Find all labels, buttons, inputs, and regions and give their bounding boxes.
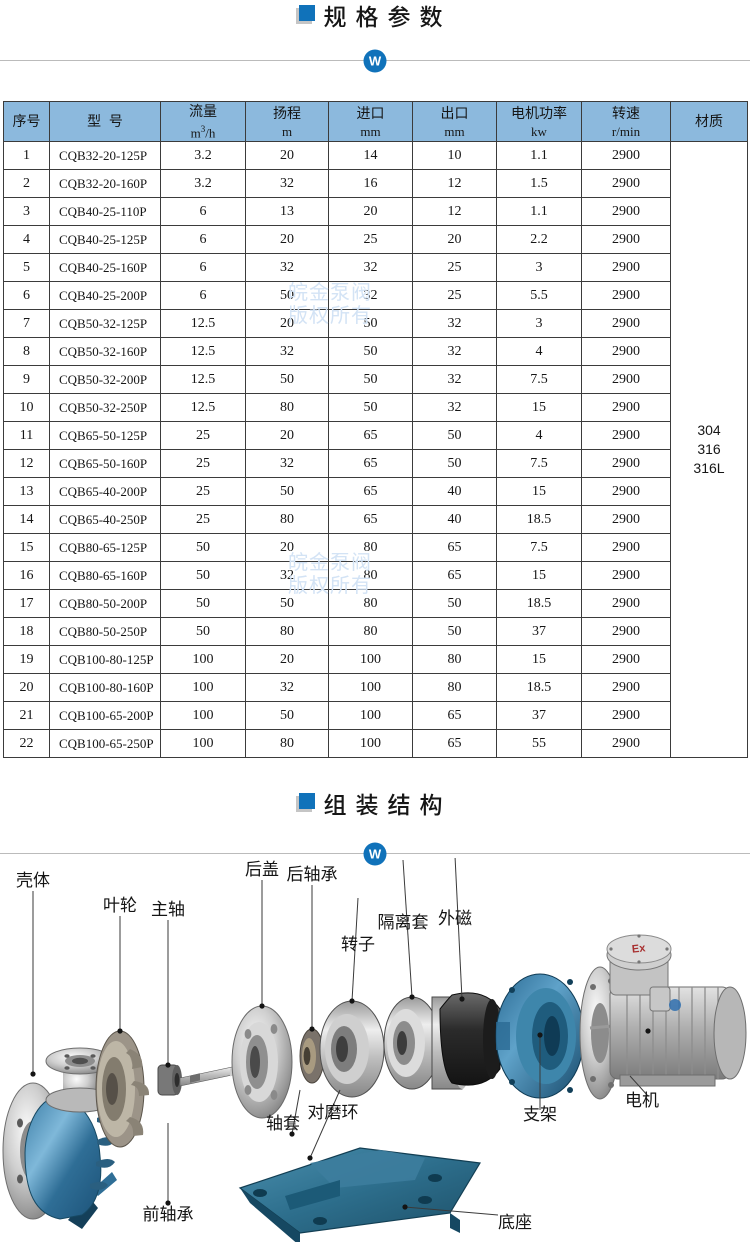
svg-text:外磁: 外磁 [438,909,472,928]
svg-text:隔离套: 隔离套 [378,913,429,932]
svg-text:转子: 转子 [341,935,375,954]
svg-text:壳体: 壳体 [16,871,50,890]
svg-text:后轴承: 后轴承 [287,865,338,884]
svg-text:叶轮: 叶轮 [103,896,137,915]
svg-text:电机: 电机 [625,1091,659,1110]
svg-text:前轴承: 前轴承 [143,1205,194,1224]
svg-text:支架: 支架 [523,1105,557,1124]
svg-text:Ex: Ex [631,942,647,955]
svg-text:底座: 底座 [498,1213,532,1232]
svg-text:后盖: 后盖 [245,860,279,879]
svg-text:对磨环: 对磨环 [308,1103,359,1122]
svg-text:轴套: 轴套 [266,1114,300,1133]
svg-text:主轴: 主轴 [151,900,185,919]
